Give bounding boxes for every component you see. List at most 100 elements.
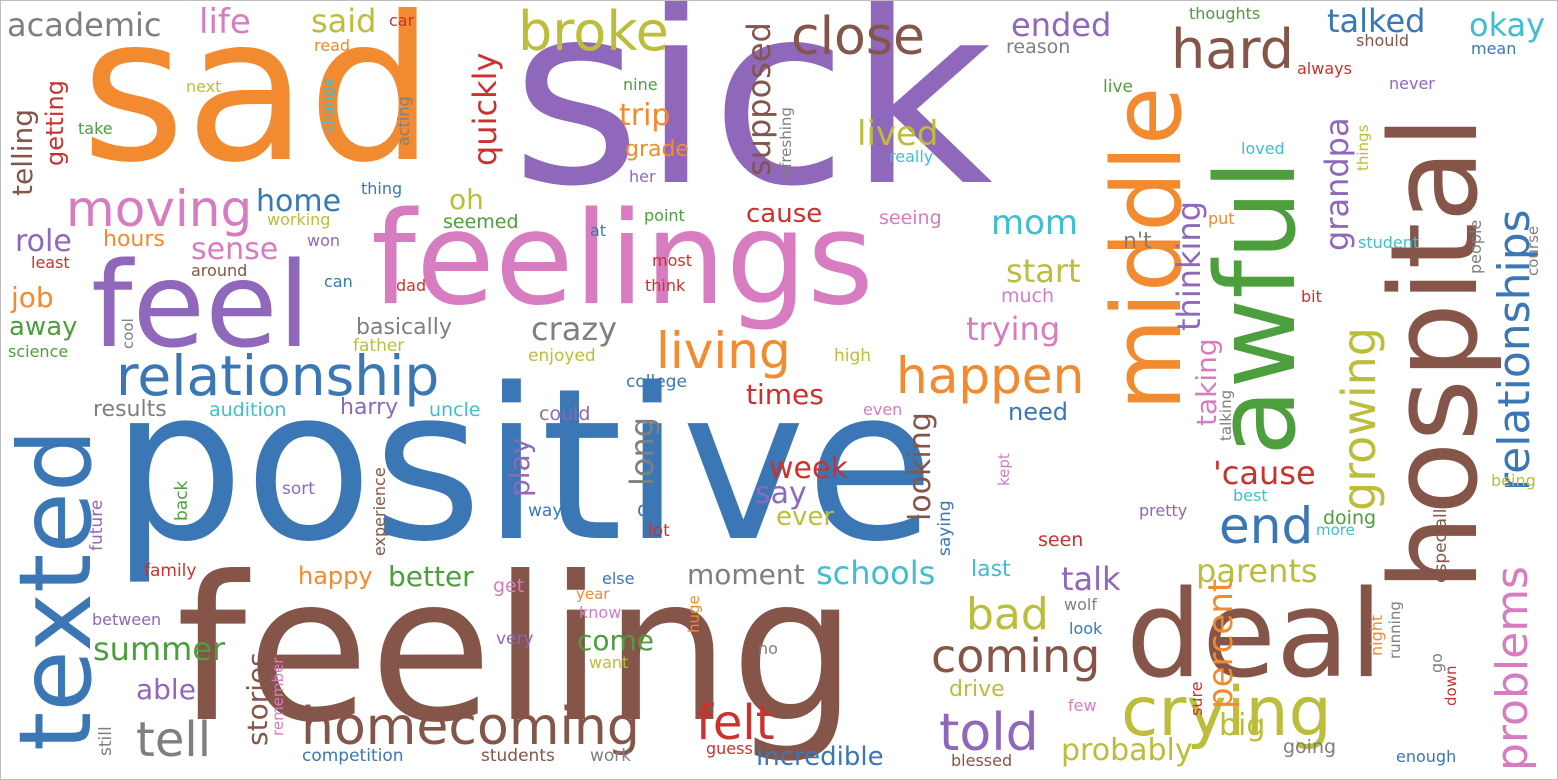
word: trying — [966, 310, 1061, 348]
word: oh — [449, 183, 484, 216]
word: do — [637, 497, 662, 521]
word: end — [1219, 497, 1314, 555]
word: growing — [1332, 327, 1386, 511]
word: blessed — [951, 751, 1013, 770]
word: cool — [119, 318, 137, 349]
word: sad — [81, 0, 435, 207]
word: living — [656, 322, 791, 380]
word: moment — [687, 558, 805, 591]
word: hours — [103, 227, 165, 252]
word: looking — [903, 412, 938, 521]
word: drive — [949, 677, 1005, 702]
word: n't — [1123, 229, 1152, 254]
word: reason — [1006, 36, 1071, 58]
word: students — [481, 746, 555, 766]
word: uncle — [429, 399, 481, 421]
word: talk — [1061, 560, 1121, 598]
word: harry — [340, 395, 399, 420]
word: sense — [191, 232, 279, 267]
word: year — [576, 585, 610, 603]
word: few — [1068, 696, 1097, 715]
word: feelings — [371, 185, 874, 334]
word: nine — [623, 75, 658, 94]
word: future — [87, 499, 107, 551]
word: refreshing — [777, 107, 795, 183]
word: times — [746, 378, 824, 411]
word: going — [1283, 736, 1337, 758]
word: least — [31, 253, 70, 272]
word: long — [623, 416, 661, 486]
word: last — [971, 557, 1011, 582]
word: student — [1358, 233, 1420, 252]
word: family — [144, 561, 197, 581]
word: lived — [857, 114, 939, 154]
word: close — [791, 7, 925, 67]
word: huge — [685, 595, 703, 633]
word: basically — [356, 315, 452, 340]
word: talking — [1217, 389, 1235, 441]
word: come — [577, 624, 655, 657]
word: guess — [706, 739, 753, 758]
word: enough — [1396, 747, 1457, 766]
word: get — [493, 575, 525, 597]
word: thinking — [1170, 200, 1208, 331]
word: felt — [696, 695, 775, 751]
word: much — [1001, 285, 1055, 307]
word: things — [1354, 124, 1372, 171]
word: high — [834, 346, 872, 366]
word: big — [1219, 708, 1266, 743]
word: kept — [995, 453, 1013, 486]
word: mom — [991, 203, 1079, 243]
word: back — [172, 480, 192, 521]
word: moving — [66, 180, 253, 238]
word: wolf — [1064, 595, 1097, 614]
word: way — [528, 501, 563, 521]
word: science — [8, 342, 69, 361]
word: feel — [91, 236, 311, 374]
word: change — [319, 77, 337, 133]
word: want — [589, 653, 629, 672]
word: bad — [966, 589, 1049, 640]
word: remember — [269, 657, 287, 736]
word: talked — [1327, 2, 1426, 40]
word: even — [863, 400, 903, 419]
word: hard — [1171, 18, 1294, 81]
word: no — [758, 639, 778, 658]
word: sort — [282, 479, 315, 499]
word: experience — [370, 467, 389, 556]
word: grade — [625, 137, 689, 162]
word: seen — [1038, 529, 1084, 551]
word: could — [539, 403, 591, 425]
word: car — [389, 11, 415, 30]
word: tell — [136, 712, 212, 768]
word: seemed — [443, 211, 519, 233]
word: 'cause — [1213, 454, 1316, 492]
word: college — [626, 372, 687, 392]
word: audition — [209, 399, 287, 421]
word: trip — [619, 98, 671, 133]
word: away — [9, 312, 78, 342]
word: more — [1316, 521, 1355, 539]
word: enjoyed — [528, 346, 596, 366]
word: being — [1491, 471, 1536, 490]
word: start — [1006, 252, 1081, 290]
word: can — [324, 272, 353, 291]
word: crying — [1121, 673, 1332, 752]
word: grandpa — [1318, 117, 1356, 251]
word: life — [199, 2, 251, 42]
word: getting — [41, 80, 69, 166]
word: course — [1524, 225, 1542, 276]
word: broke — [518, 0, 669, 63]
word: loved — [1241, 139, 1285, 158]
word: competition — [302, 746, 404, 766]
word: thing — [361, 179, 403, 198]
word: probably — [1061, 733, 1193, 768]
word: pretty — [1139, 501, 1188, 520]
word: happy — [298, 562, 373, 590]
word: percent — [1201, 578, 1241, 709]
word: coming — [931, 629, 1101, 683]
word: never — [1389, 74, 1435, 93]
word: very — [496, 629, 534, 649]
word: won — [307, 231, 341, 250]
word: told — [939, 703, 1039, 763]
